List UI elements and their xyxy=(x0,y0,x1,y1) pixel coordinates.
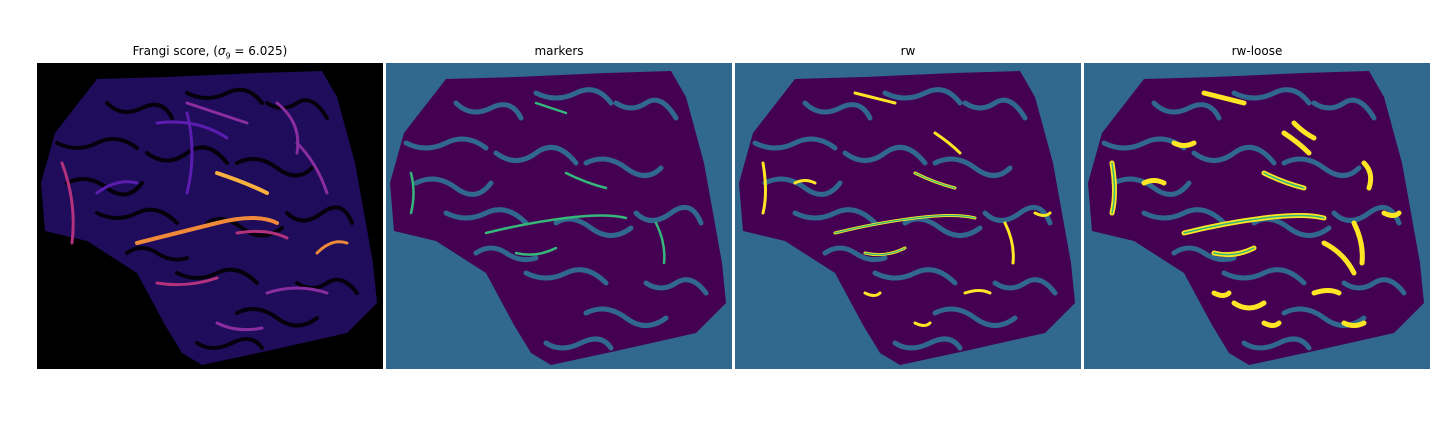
markers-texture xyxy=(403,87,709,351)
rw-loose-image xyxy=(1084,63,1430,369)
rw-loose-marker-seeds xyxy=(1111,162,1325,256)
markers-image xyxy=(386,63,732,369)
marker-seeds xyxy=(409,101,666,265)
rw-image xyxy=(735,63,1081,369)
frangi-vessels xyxy=(60,101,349,332)
rw-title: rw xyxy=(900,44,916,58)
frangi-tissue xyxy=(41,71,377,365)
markers-canvas xyxy=(386,63,732,369)
markers-title: markers xyxy=(534,44,584,58)
frangi-score-canvas xyxy=(37,63,383,369)
rw-loose-title: rw-loose xyxy=(1231,44,1283,58)
frangi-score-image xyxy=(37,63,383,369)
rw-canvas xyxy=(735,63,1081,369)
rw-loose-canvas xyxy=(1084,63,1430,369)
rw-marker-seeds xyxy=(834,172,976,256)
frangi-title: Frangi score, (σ9 = 6.025) xyxy=(132,44,288,61)
